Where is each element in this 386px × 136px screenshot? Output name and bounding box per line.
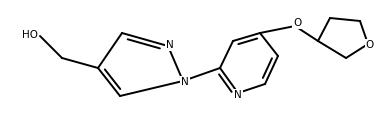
Text: N: N <box>166 40 174 50</box>
Text: N: N <box>234 90 242 100</box>
Text: O: O <box>366 40 374 50</box>
Text: HO: HO <box>22 30 38 40</box>
Text: N: N <box>181 77 189 87</box>
Text: O: O <box>293 18 301 28</box>
